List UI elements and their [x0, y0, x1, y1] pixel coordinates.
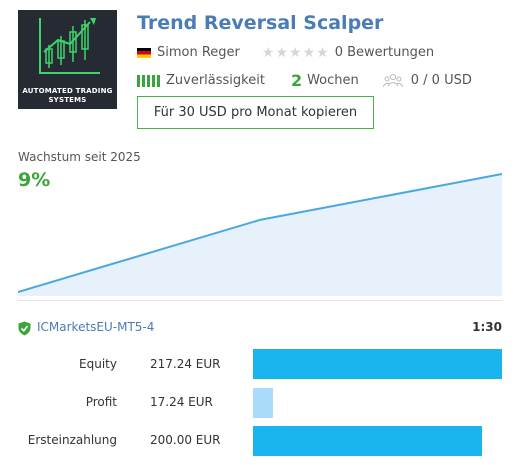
growth-chart[interactable]	[18, 170, 502, 296]
subscribers-icon	[382, 73, 403, 87]
author-name[interactable]: Simon Reger	[157, 45, 240, 60]
star-icon: ★	[316, 44, 329, 61]
author-row: Simon Reger ★ ★ ★ ★ ★ 0 Bewertungen	[137, 45, 434, 60]
star-icon: ★	[289, 44, 302, 61]
star-icon: ★	[275, 44, 289, 61]
reliability-bars-icon	[137, 74, 160, 87]
divider	[18, 300, 502, 301]
stat-label: Profit	[85, 395, 117, 409]
weeks-label: Wochen	[307, 73, 359, 88]
stat-bar	[253, 349, 502, 379]
logo-text-line2: SYSTEMS	[48, 96, 87, 104]
growth-line	[18, 173, 502, 293]
growth-label: Wachstum seit 2025	[18, 150, 141, 164]
germany-flag-icon	[137, 47, 151, 58]
star-icon: ★	[261, 44, 275, 61]
stat-value: 17.24 EUR	[150, 395, 213, 409]
star-icon: ★	[302, 44, 316, 61]
logo-text-line1: AUTOMATED TRADING	[22, 87, 113, 95]
stat-bar	[253, 388, 273, 418]
shield-check-icon	[18, 321, 31, 336]
stat-bar	[253, 426, 482, 456]
broker-server-link[interactable]: ICMarketsEU-MT5-4	[37, 320, 155, 334]
broker-row: ICMarketsEU-MT5-4 1:30	[18, 320, 502, 336]
stat-label: Equity	[79, 357, 117, 371]
reliability-label: Zuverlässigkeit	[166, 73, 265, 88]
copy-subscribe-button[interactable]: Für 30 USD pro Monat kopieren	[137, 96, 374, 129]
product-logo[interactable]: AUTOMATED TRADING SYSTEMS	[18, 10, 117, 109]
subscribers-text: 0 / 0 USD	[410, 73, 472, 88]
growth-area	[18, 174, 502, 296]
trading-chart-logo-icon	[39, 18, 100, 74]
stat-label: Ersteinzahlung	[27, 433, 117, 447]
weeks-number: 2	[290, 71, 303, 90]
stats-row: Zuverlässigkeit 2 Wochen 0 / 0 USD	[137, 71, 472, 90]
growth-value: 9%	[18, 169, 51, 191]
stat-value: 200.00 EUR	[150, 433, 221, 447]
product-title[interactable]: Trend Reversal Scalper	[137, 12, 384, 34]
stat-value: 217.24 EUR	[150, 357, 221, 371]
reviews-count[interactable]: 0 Bewertungen	[334, 45, 435, 60]
leverage-ratio: 1:30	[472, 320, 502, 334]
rating-stars: ★ ★ ★ ★ ★	[262, 46, 329, 60]
